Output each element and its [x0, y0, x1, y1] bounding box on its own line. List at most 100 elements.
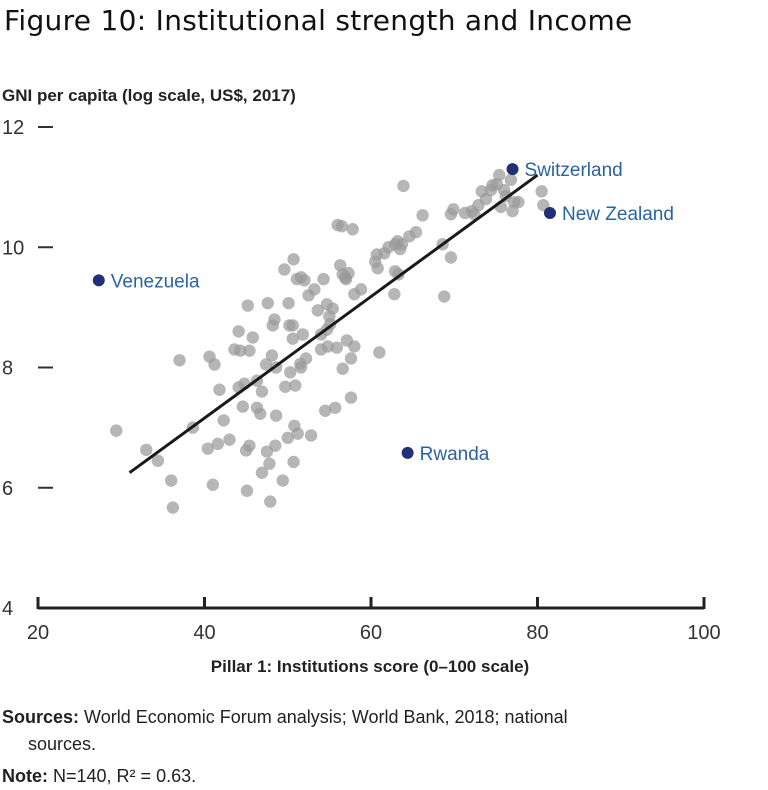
data-point	[243, 344, 256, 357]
data-point	[255, 385, 269, 398]
y-axis-label: GNI per capita (log scale, US$, 2017)	[2, 86, 296, 105]
data-point	[255, 466, 269, 479]
data-point	[211, 437, 225, 451]
sources-text-cont: sources.	[28, 734, 97, 754]
highlight-point	[543, 206, 556, 219]
highlight-point	[506, 163, 519, 176]
data-point	[151, 454, 165, 467]
highlight-point	[92, 274, 105, 287]
x-tick-label: 80	[526, 622, 548, 644]
y-axis: 4 6 8 10 12	[2, 117, 53, 620]
highlight-point	[401, 446, 414, 459]
data-point	[268, 313, 281, 326]
data-point	[166, 501, 180, 514]
data-point	[140, 443, 153, 457]
data-point	[326, 302, 339, 315]
highlight-label: Switzerland	[525, 160, 623, 181]
data-point	[447, 203, 460, 216]
data-point	[289, 379, 302, 392]
data-point	[493, 168, 506, 182]
data-point	[444, 251, 458, 264]
sources-label: Sources:	[2, 707, 80, 727]
data-point	[308, 283, 321, 296]
y-tick-label: 10	[2, 237, 24, 259]
data-point	[335, 220, 349, 233]
data-point	[217, 414, 230, 427]
data-point	[263, 457, 276, 470]
data-point	[213, 383, 226, 396]
data-point	[299, 352, 313, 365]
data-point	[479, 192, 493, 206]
data-point	[296, 328, 309, 341]
figure-title: Figure 10: Institutional strength and In…	[4, 4, 633, 37]
highlight-label: New Zealand	[562, 204, 674, 225]
data-point	[269, 439, 282, 452]
data-point	[535, 185, 548, 198]
data-point	[298, 274, 311, 287]
data-point	[286, 332, 299, 345]
data-point	[287, 455, 300, 469]
data-point	[438, 290, 451, 303]
note-label: Note:	[2, 766, 48, 786]
sources-note: Sources: World Economic Forum analysis; …	[2, 704, 722, 758]
data-point	[284, 366, 297, 379]
y-tick-label: 8	[2, 358, 13, 380]
highlight-label: Venezuela	[111, 271, 200, 292]
data-point	[304, 429, 318, 442]
data-point	[348, 340, 361, 353]
data-point	[344, 391, 358, 404]
data-point	[282, 296, 295, 310]
x-tick-label: 60	[360, 622, 382, 644]
data-point	[206, 478, 220, 491]
x-tick-label: 100	[687, 622, 720, 644]
y-tick-label: 6	[2, 478, 13, 500]
data-point	[223, 433, 236, 446]
data-point	[265, 349, 279, 362]
data-point	[397, 179, 410, 193]
highlighted-points: Switzerland New Zealand Venezuela Rwanda	[92, 160, 674, 465]
data-point	[165, 474, 178, 487]
x-tick-label: 40	[193, 622, 215, 644]
data-point	[294, 361, 308, 374]
data-point	[342, 266, 355, 280]
data-point	[287, 253, 300, 266]
y-tick-label: 4	[2, 598, 13, 620]
data-point	[311, 304, 324, 317]
data-point	[259, 358, 273, 371]
data-point	[346, 223, 359, 236]
data-point	[388, 287, 401, 301]
data-point	[373, 346, 386, 359]
data-point	[354, 283, 368, 296]
data-point	[321, 340, 334, 353]
data-point	[232, 325, 245, 338]
data-point	[512, 195, 525, 209]
data-point	[241, 299, 254, 312]
data-point	[279, 380, 292, 393]
note: Note: N=140, R² = 0.63.	[2, 763, 196, 790]
data-point	[504, 173, 518, 187]
data-point	[236, 400, 249, 413]
data-point	[240, 484, 254, 497]
data-point	[286, 319, 299, 332]
data-point	[264, 495, 277, 508]
data-point	[344, 352, 358, 365]
data-point	[276, 474, 289, 487]
data-point	[281, 431, 294, 445]
highlight-label: Rwanda	[420, 444, 490, 465]
data-point	[261, 296, 274, 310]
data-point	[208, 358, 221, 371]
sources-text: World Economic Forum analysis; World Ban…	[84, 707, 568, 727]
data-point	[173, 354, 186, 367]
data-point	[319, 404, 332, 417]
data-point	[234, 344, 247, 357]
trendline-group	[128, 173, 539, 474]
x-tick-label: 20	[27, 622, 49, 644]
data-point	[330, 341, 344, 354]
x-axis-label: Pillar 1: Institutions score (0–100 scal…	[210, 657, 530, 676]
data-point	[291, 427, 304, 440]
data-point	[201, 442, 215, 455]
trendline	[128, 173, 539, 474]
x-axis: 20 40 60 80 100	[27, 597, 721, 644]
data-point	[329, 401, 342, 414]
